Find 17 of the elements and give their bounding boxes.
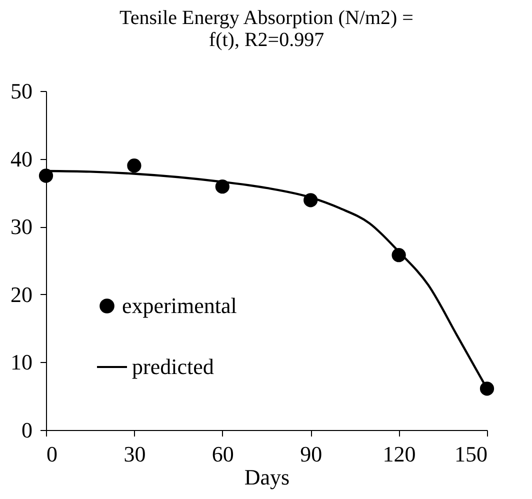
x-tick-label: 90 bbox=[300, 442, 322, 466]
text: Tensile Energy Absorption (N/m2) = bbox=[120, 7, 414, 29]
x-tick-label: 150 bbox=[454, 442, 488, 466]
x-tick-label: 120 bbox=[382, 442, 416, 466]
x-tick-label: 0 bbox=[46, 442, 58, 466]
legend-label: predicted bbox=[132, 354, 214, 379]
x-tick-label: 30 bbox=[124, 442, 146, 466]
text: f(t), R2=0.997 bbox=[208, 29, 324, 51]
y-tick-label: 50 bbox=[10, 78, 32, 104]
y-tick-label: 40 bbox=[10, 146, 32, 172]
y-tick-label: 20 bbox=[10, 282, 32, 307]
x-tick-label: 60 bbox=[212, 442, 234, 466]
y-tick-label: 0 bbox=[22, 418, 32, 442]
legend-label: experimental bbox=[122, 293, 237, 318]
y-tick-label: 30 bbox=[10, 214, 32, 240]
y-tick-label: 10 bbox=[10, 350, 32, 375]
x-axis-title: Days bbox=[244, 464, 290, 490]
